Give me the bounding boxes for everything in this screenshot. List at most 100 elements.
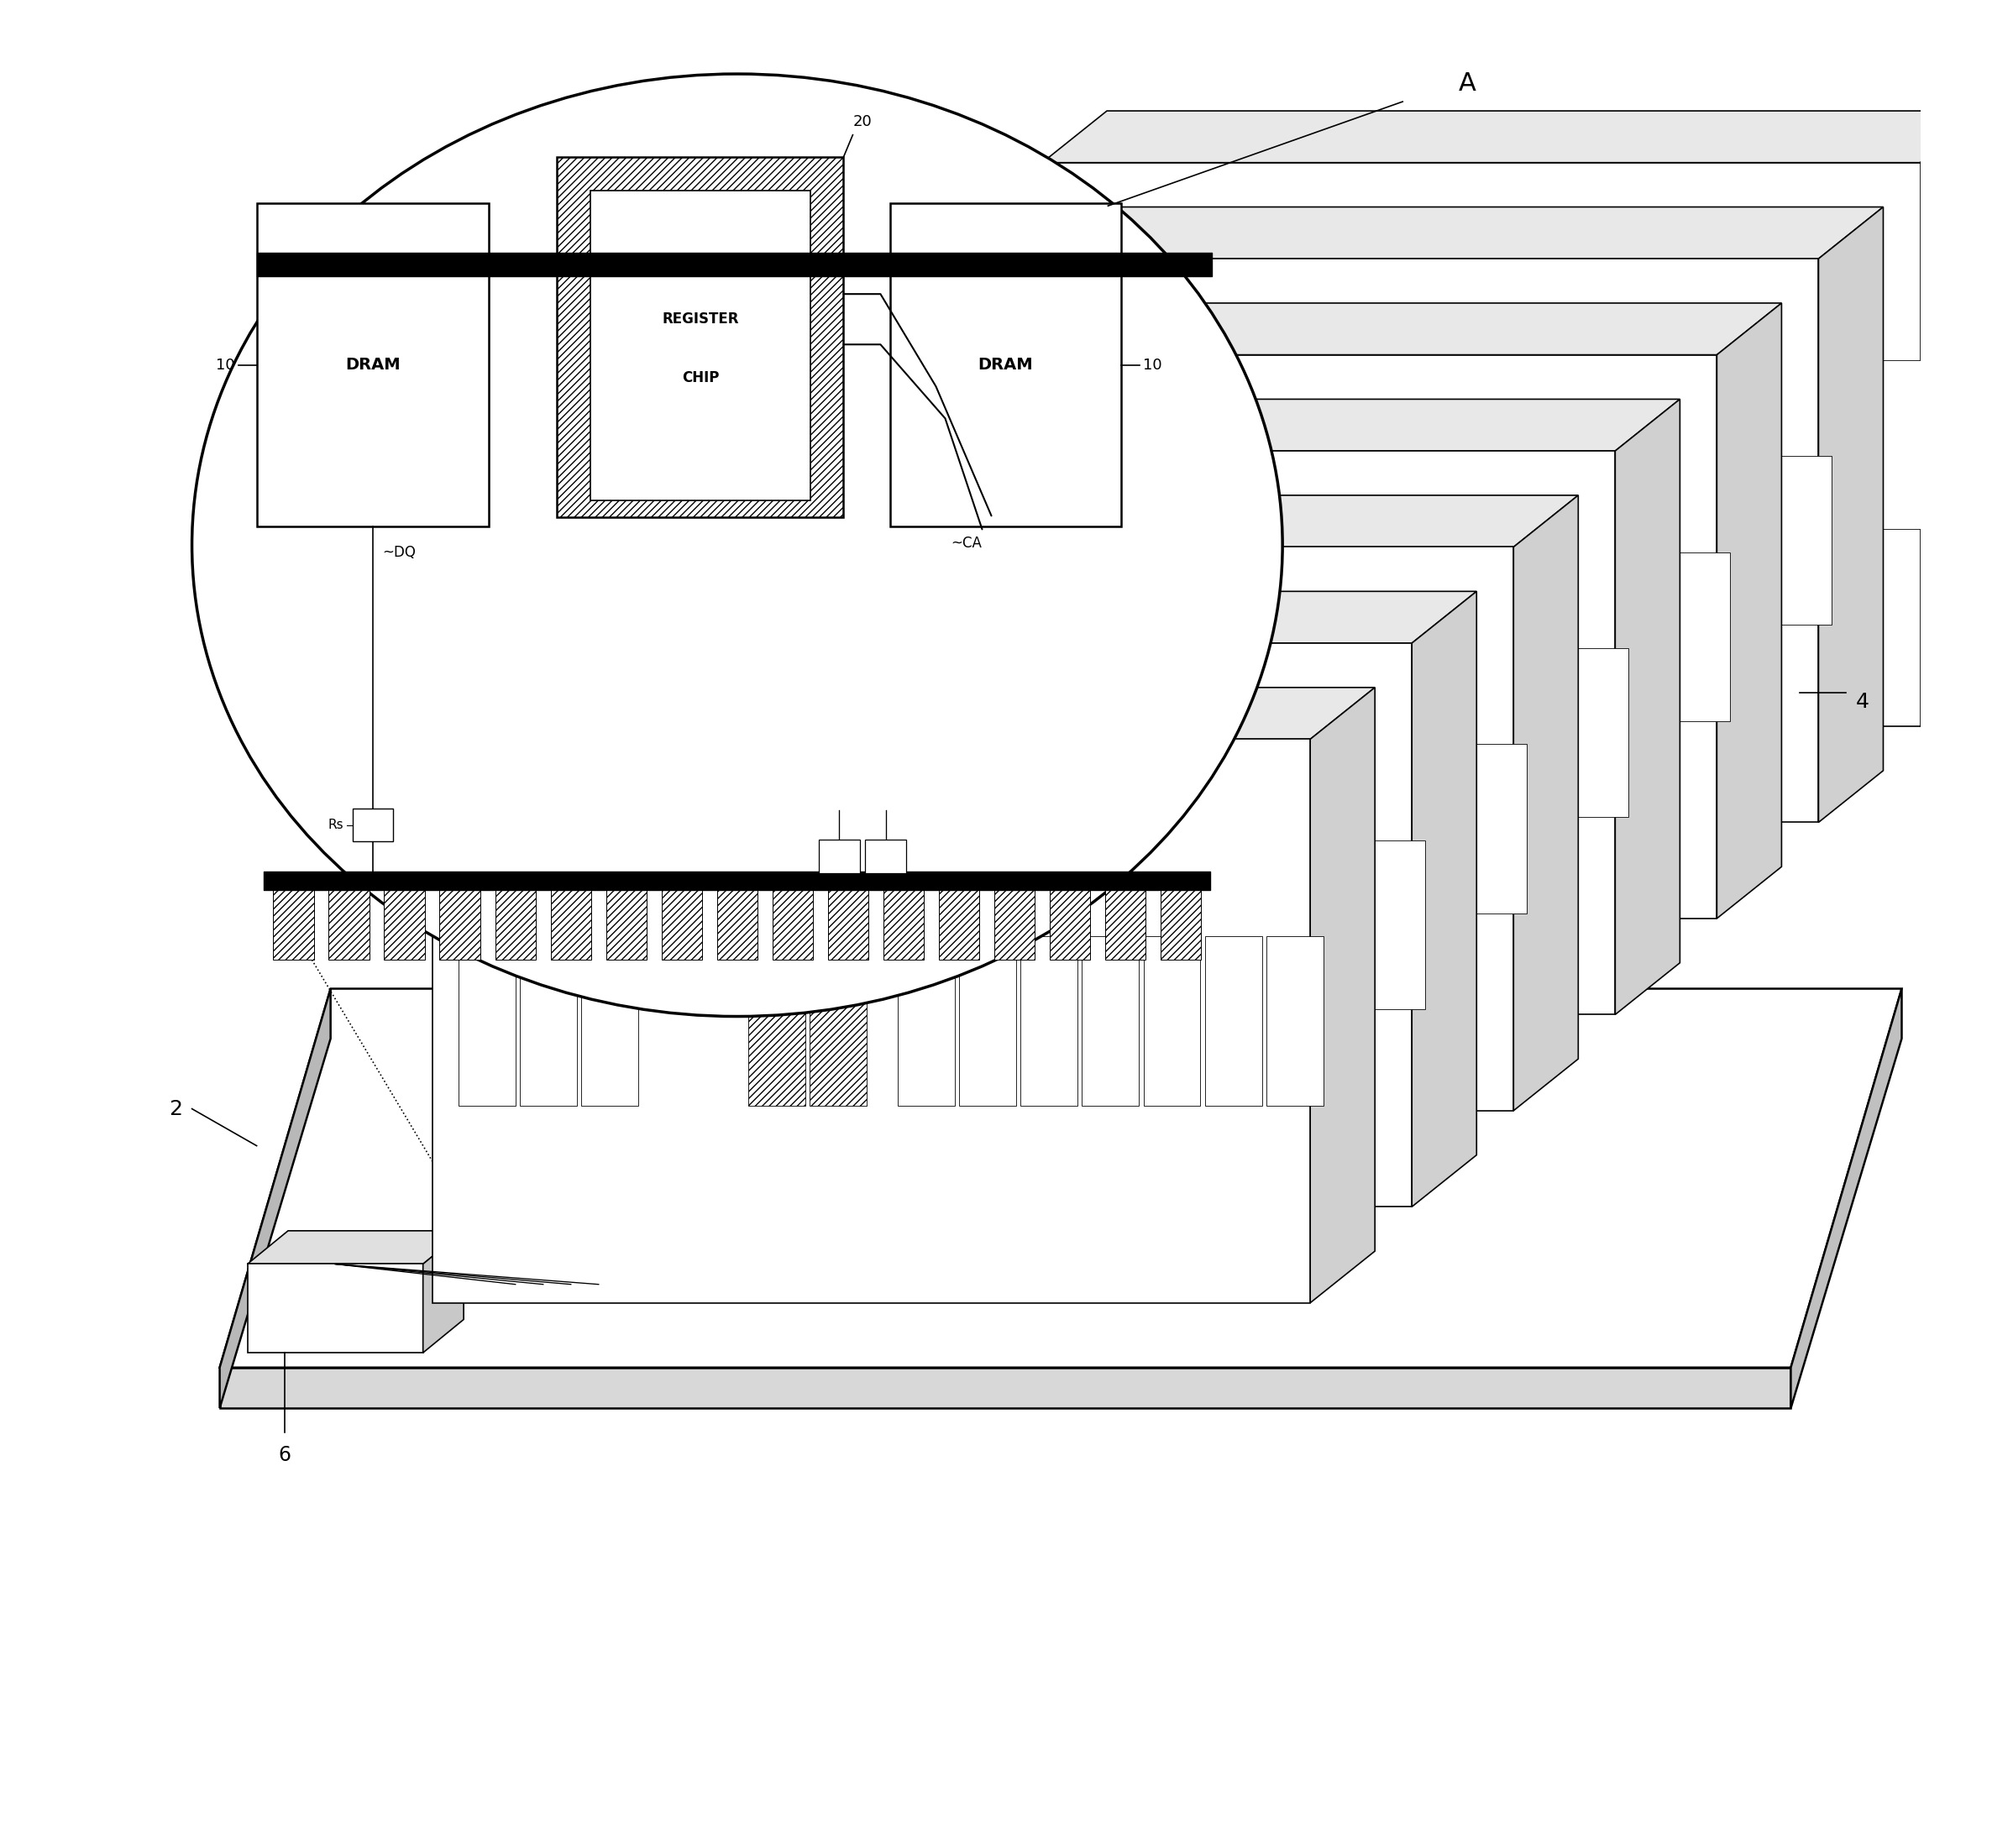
Bar bbox=[661, 889, 701, 959]
Polygon shape bbox=[1514, 495, 1578, 1111]
Bar bbox=[440, 889, 480, 959]
Bar bbox=[958, 937, 1016, 1105]
Bar bbox=[1408, 745, 1466, 913]
Bar bbox=[1129, 360, 1187, 529]
Text: 20: 20 bbox=[853, 115, 872, 129]
Bar bbox=[1307, 841, 1365, 1009]
Polygon shape bbox=[219, 989, 331, 1408]
Polygon shape bbox=[247, 1231, 464, 1264]
Polygon shape bbox=[432, 687, 1374, 739]
Bar bbox=[384, 889, 424, 959]
Polygon shape bbox=[635, 547, 1514, 1111]
Bar bbox=[1508, 360, 1564, 529]
Polygon shape bbox=[940, 259, 1819, 822]
Polygon shape bbox=[635, 495, 1578, 547]
Polygon shape bbox=[247, 1264, 422, 1353]
Bar bbox=[749, 937, 805, 1105]
Bar bbox=[1325, 649, 1382, 817]
Bar bbox=[1068, 360, 1125, 529]
Bar bbox=[819, 839, 861, 872]
Bar bbox=[1651, 456, 1709, 625]
Bar bbox=[1121, 841, 1179, 1009]
Bar bbox=[1612, 553, 1669, 721]
Bar bbox=[1102, 745, 1157, 913]
Bar bbox=[1143, 937, 1201, 1105]
Bar bbox=[1217, 553, 1273, 721]
Polygon shape bbox=[1311, 687, 1374, 1303]
Bar bbox=[1426, 553, 1484, 721]
Bar bbox=[1205, 937, 1263, 1105]
Text: 6: 6 bbox=[279, 1445, 291, 1465]
Bar bbox=[1528, 456, 1586, 625]
Polygon shape bbox=[1042, 111, 1984, 163]
Bar bbox=[1000, 841, 1056, 1009]
Polygon shape bbox=[1819, 207, 1882, 822]
Bar bbox=[1257, 456, 1313, 625]
Bar bbox=[898, 937, 954, 1105]
Text: DRAM: DRAM bbox=[345, 357, 400, 373]
Bar bbox=[912, 841, 968, 1009]
Bar bbox=[825, 649, 882, 817]
Text: Rs: Rs bbox=[329, 819, 343, 832]
Bar bbox=[1406, 456, 1462, 625]
Bar bbox=[1163, 745, 1219, 913]
Bar bbox=[1245, 841, 1303, 1009]
Bar bbox=[273, 889, 315, 959]
Bar bbox=[717, 889, 757, 959]
Bar bbox=[1155, 553, 1211, 721]
Bar bbox=[590, 190, 811, 501]
Polygon shape bbox=[1616, 399, 1679, 1015]
Bar bbox=[1161, 889, 1201, 959]
Bar bbox=[353, 808, 392, 841]
Bar bbox=[1191, 360, 1249, 529]
Bar bbox=[966, 456, 1024, 625]
Bar bbox=[1691, 360, 1749, 529]
Text: 10: 10 bbox=[1143, 357, 1161, 373]
Bar bbox=[257, 203, 488, 527]
Bar bbox=[1285, 745, 1343, 913]
Bar bbox=[952, 745, 1008, 913]
Polygon shape bbox=[432, 739, 1311, 1303]
Bar bbox=[1876, 360, 1934, 529]
Bar bbox=[1367, 553, 1422, 721]
Bar bbox=[926, 553, 984, 721]
Bar bbox=[560, 841, 618, 1009]
Bar bbox=[1420, 360, 1476, 529]
Bar bbox=[865, 839, 906, 872]
Bar bbox=[1488, 553, 1546, 721]
Bar bbox=[496, 889, 536, 959]
Polygon shape bbox=[1920, 111, 1984, 726]
Bar bbox=[785, 745, 843, 913]
Bar bbox=[1448, 649, 1506, 817]
Polygon shape bbox=[1717, 303, 1781, 918]
Bar bbox=[606, 889, 647, 959]
Bar bbox=[1265, 649, 1321, 817]
Bar bbox=[622, 841, 679, 1009]
Bar bbox=[811, 937, 867, 1105]
Bar bbox=[1550, 553, 1608, 721]
Bar bbox=[865, 553, 922, 721]
Text: 4: 4 bbox=[1855, 693, 1868, 711]
Bar bbox=[829, 889, 869, 959]
Bar bbox=[886, 649, 944, 817]
Bar bbox=[1054, 649, 1110, 817]
Polygon shape bbox=[534, 643, 1412, 1207]
Bar bbox=[558, 157, 843, 517]
Polygon shape bbox=[534, 591, 1476, 643]
Bar bbox=[1470, 745, 1526, 913]
Bar bbox=[683, 841, 741, 1009]
Bar bbox=[1267, 937, 1323, 1105]
Bar bbox=[988, 553, 1046, 721]
Text: DRAM: DRAM bbox=[978, 357, 1034, 373]
Bar bbox=[1090, 456, 1147, 625]
Bar bbox=[1014, 745, 1070, 913]
Bar bbox=[723, 745, 781, 913]
Bar bbox=[773, 889, 813, 959]
Polygon shape bbox=[1042, 163, 1920, 726]
Bar bbox=[1183, 841, 1241, 1009]
Polygon shape bbox=[219, 989, 1902, 1368]
Polygon shape bbox=[737, 451, 1616, 1015]
Bar bbox=[882, 889, 924, 959]
Bar bbox=[1775, 456, 1833, 625]
Bar bbox=[1020, 937, 1078, 1105]
